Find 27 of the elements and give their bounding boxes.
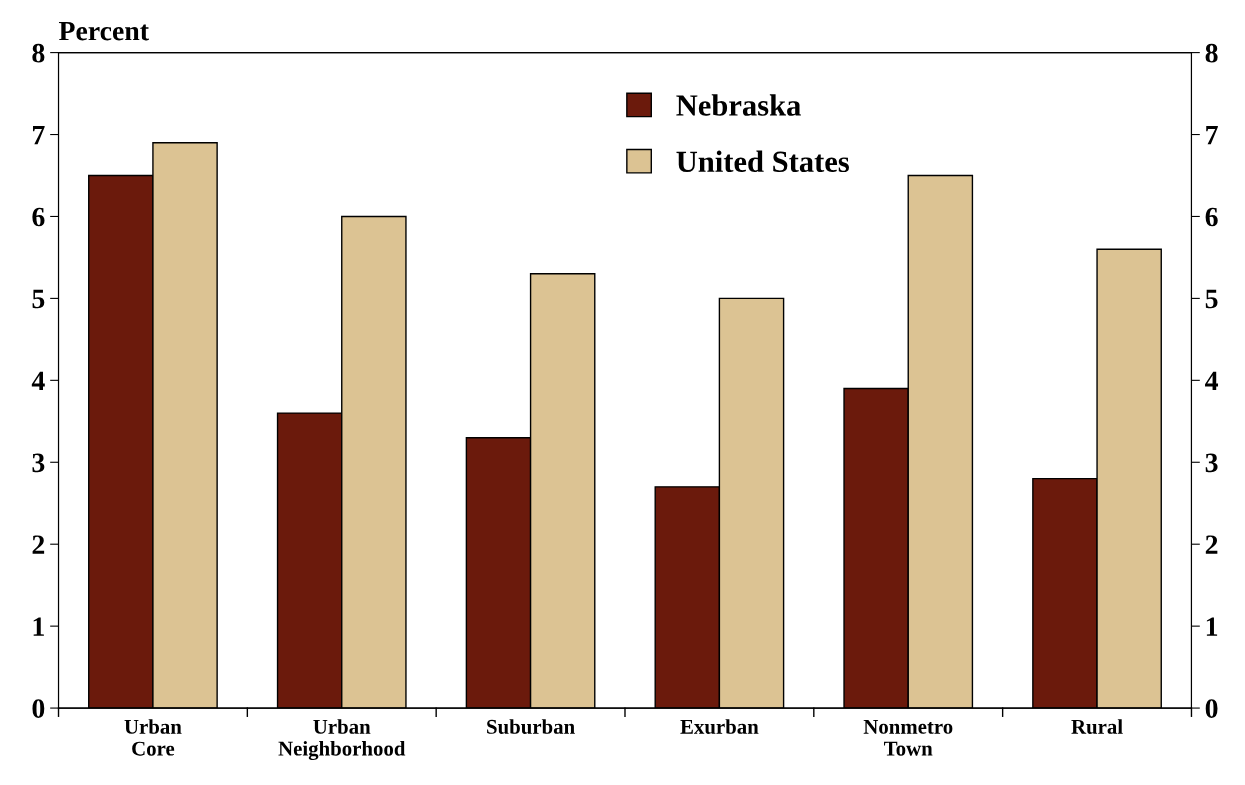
y-tick-label: 6 <box>32 207 45 227</box>
x-tick-label: Exurban <box>680 719 759 734</box>
y-tick-label: 5 <box>32 289 45 309</box>
y-tick-label: 8 <box>32 43 45 63</box>
y-tick-label: 0 <box>32 699 45 718</box>
x-tick-label: Rural <box>1071 719 1123 734</box>
y-tick-label: 3 <box>32 453 45 473</box>
legend-label: Nebraska <box>676 94 801 116</box>
x-tick-label: Suburban <box>487 719 575 734</box>
y2-tick-label: 4 <box>1205 371 1219 390</box>
y-tick-label: 2 <box>32 535 45 554</box>
y-tick-label: 7 <box>33 125 45 145</box>
y2-tick-label: 0 <box>1205 699 1218 718</box>
y2-tick-label: 7 <box>1206 125 1218 145</box>
y2-tick-label: 5 <box>1205 289 1218 309</box>
y-axis-title: Percent <box>58 21 149 41</box>
y2-tick-label: 8 <box>1205 43 1218 63</box>
y2-tick-label: 3 <box>1205 453 1218 473</box>
x-tick-label: Urban Core <box>124 719 182 756</box>
y2-tick-label: 1 <box>1206 617 1218 636</box>
legend-label: United States <box>676 150 849 173</box>
y-tick-label: 1 <box>33 617 44 636</box>
y2-tick-label: 6 <box>1205 207 1218 227</box>
x-tick-label: Urban Neighborhood <box>278 719 406 761</box>
y2-tick-label: 2 <box>1205 535 1218 554</box>
x-tick-label: Nonmetro Town <box>863 719 953 756</box>
y-tick-label: 4 <box>31 371 45 390</box>
